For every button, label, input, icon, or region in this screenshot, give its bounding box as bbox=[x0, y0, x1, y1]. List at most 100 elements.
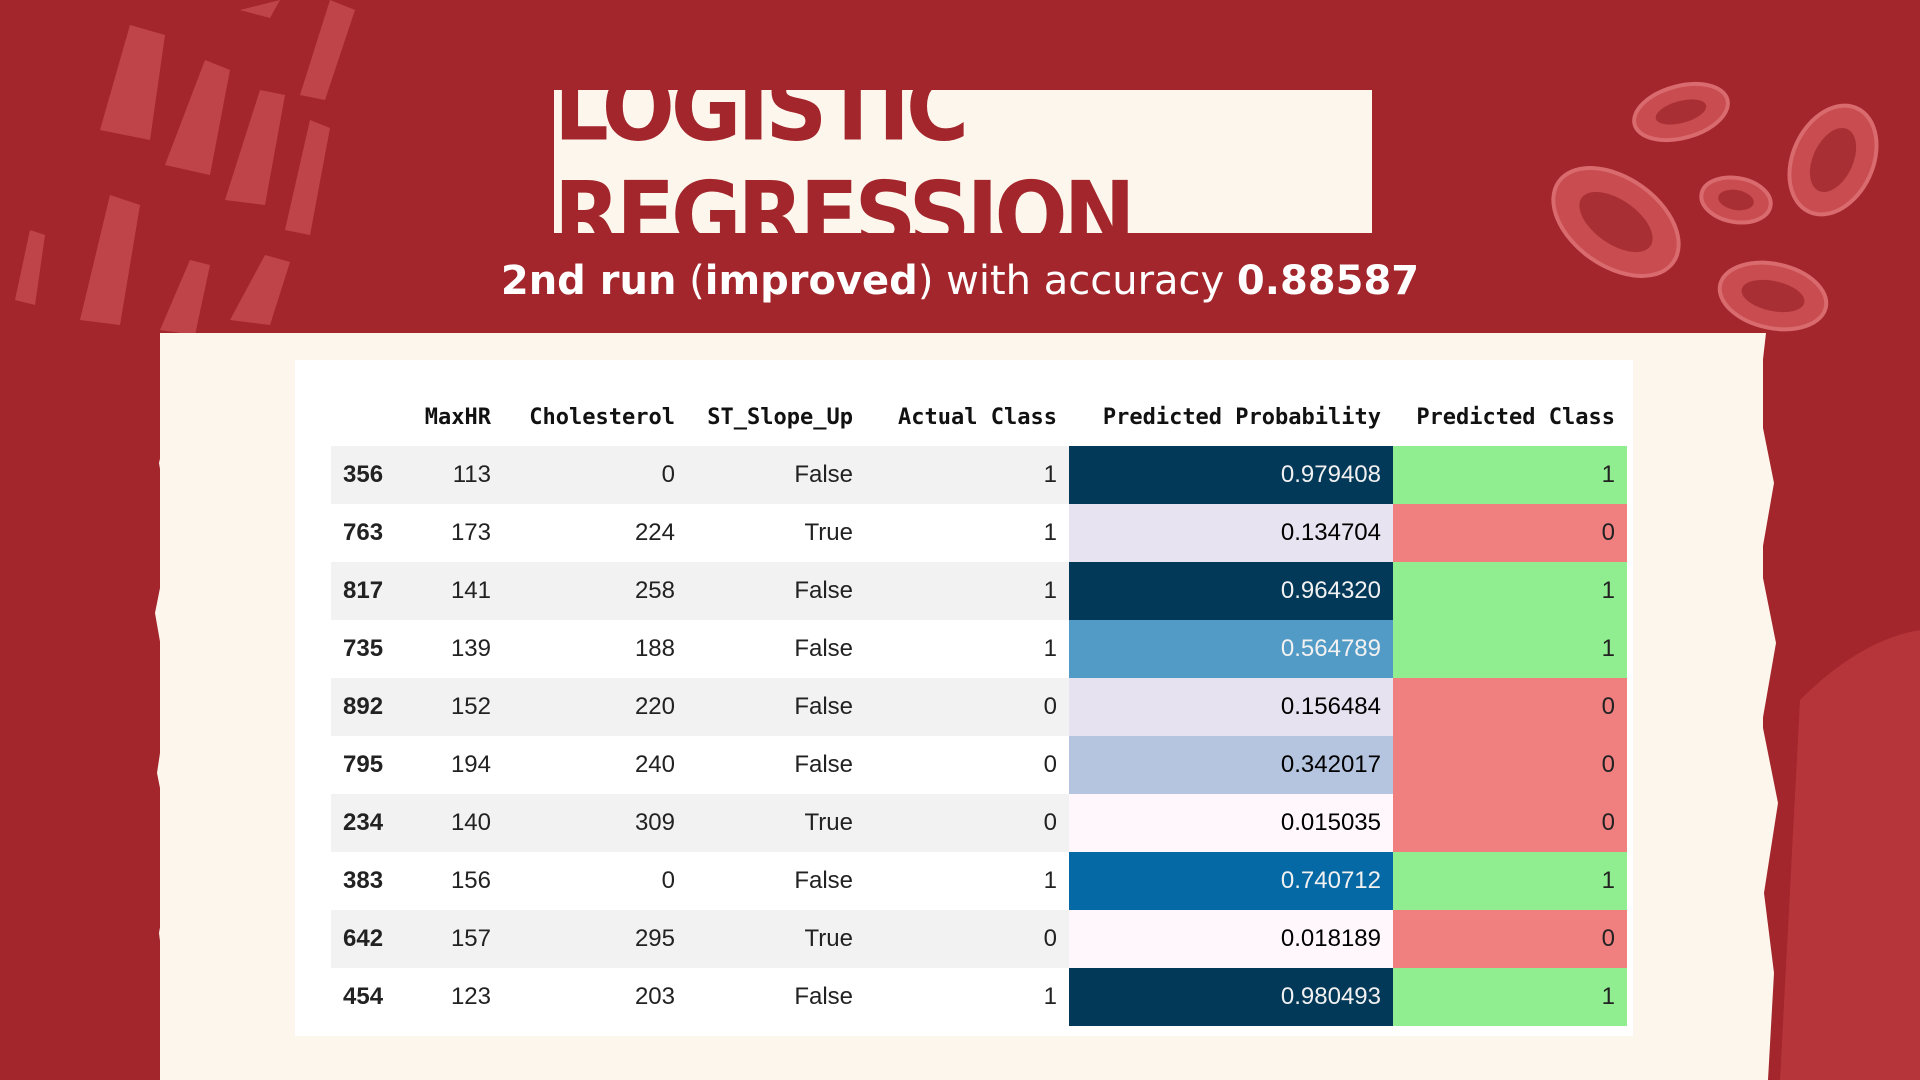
column-header-predicted-class: Predicted Class bbox=[1416, 404, 1615, 430]
actual-class-cell: 0 bbox=[865, 736, 1069, 794]
predicted-probability-cell: 0.980493 bbox=[1069, 968, 1393, 1026]
row-index-cell: 383 bbox=[331, 852, 409, 910]
actual-class-cell: 1 bbox=[865, 504, 1069, 562]
predicted-class-cell: 0 bbox=[1393, 736, 1627, 794]
subtitle-improved: improved bbox=[704, 258, 918, 304]
actual-class-cell: 1 bbox=[865, 852, 1069, 910]
title-banner: LOGISTIC REGRESSION bbox=[554, 53, 1372, 270]
predicted-class-cell: 1 bbox=[1393, 852, 1627, 910]
row-index-cell: 817 bbox=[331, 562, 409, 620]
st-slope-up-cell: True bbox=[687, 794, 865, 852]
cholesterol-cell: 258 bbox=[503, 562, 687, 620]
maxhr-cell: 141 bbox=[409, 562, 503, 620]
predicted-class-cell: 1 bbox=[1393, 620, 1627, 678]
row-index-cell: 234 bbox=[331, 794, 409, 852]
actual-class-cell: 1 bbox=[865, 562, 1069, 620]
maxhr-cell: 173 bbox=[409, 504, 503, 562]
cholesterol-cell: 188 bbox=[503, 620, 687, 678]
st-slope-up-cell: False bbox=[687, 736, 865, 794]
row-index-cell: 763 bbox=[331, 504, 409, 562]
maxhr-cell: 152 bbox=[409, 678, 503, 736]
cholesterol-cell: 309 bbox=[503, 794, 687, 852]
predicted-probability-cell: 0.015035 bbox=[1069, 794, 1393, 852]
column-header-maxhr: MaxHR bbox=[424, 404, 491, 430]
actual-class-cell: 1 bbox=[865, 968, 1069, 1026]
cholesterol-cell: 203 bbox=[503, 968, 687, 1026]
st-slope-up-cell: False bbox=[687, 852, 865, 910]
st-slope-up-cell: False bbox=[687, 446, 865, 504]
actual-class-cell: 1 bbox=[865, 446, 1069, 504]
maxhr-cell: 113 bbox=[409, 446, 503, 504]
blood-cell bbox=[1787, 103, 1879, 217]
predicted-probability-cell: 0.018189 bbox=[1069, 910, 1393, 968]
page-title: LOGISTIC REGRESSION bbox=[554, 53, 1136, 270]
column-header-cholesterol: Cholesterol bbox=[529, 404, 675, 430]
row-index-cell: 454 bbox=[331, 968, 409, 1026]
row-index-cell: 892 bbox=[331, 678, 409, 736]
column-header-index bbox=[331, 388, 409, 446]
st-slope-up-cell: True bbox=[687, 910, 865, 968]
column-header-actual-class: Actual Class bbox=[898, 404, 1057, 430]
predicted-probability-cell: 0.979408 bbox=[1069, 446, 1393, 504]
predicted-class-cell: 1 bbox=[1393, 968, 1627, 1026]
maxhr-cell: 140 bbox=[409, 794, 503, 852]
table-row: 234 140 309 True 0 0.015035 0 bbox=[331, 794, 1627, 852]
brush-stroke bbox=[240, 0, 280, 18]
subtitle-run: 2nd run bbox=[500, 258, 677, 304]
actual-class-cell: 0 bbox=[865, 794, 1069, 852]
cholesterol-cell: 240 bbox=[503, 736, 687, 794]
row-index-cell: 735 bbox=[331, 620, 409, 678]
st-slope-up-cell: False bbox=[687, 678, 865, 736]
paper-torn-edge-left bbox=[155, 333, 185, 1080]
table-row: 892 152 220 False 0 0.156484 0 bbox=[331, 678, 1627, 736]
table-row: 454 123 203 False 1 0.980493 1 bbox=[331, 968, 1627, 1026]
subtitle-open: ( bbox=[676, 258, 705, 304]
table-row: 763 173 224 True 1 0.134704 0 bbox=[331, 504, 1627, 562]
paper-torn-edge-right bbox=[1748, 333, 1778, 1080]
cholesterol-cell: 295 bbox=[503, 910, 687, 968]
subtitle-accuracy-value: 0.88587 bbox=[1236, 258, 1420, 304]
row-index-cell: 795 bbox=[331, 736, 409, 794]
table-row: 356 113 0 False 1 0.979408 1 bbox=[331, 446, 1627, 504]
table-row: 817 141 258 False 1 0.964320 1 bbox=[331, 562, 1627, 620]
table-row: 735 139 188 False 1 0.564789 1 bbox=[331, 620, 1627, 678]
predicted-class-cell: 1 bbox=[1393, 446, 1627, 504]
cholesterol-cell: 220 bbox=[503, 678, 687, 736]
predicted-probability-cell: 0.156484 bbox=[1069, 678, 1393, 736]
cholesterol-cell: 224 bbox=[503, 504, 687, 562]
actual-class-cell: 1 bbox=[865, 620, 1069, 678]
table-header-row: MaxHR Cholesterol ST_Slope_Up Actual Cla… bbox=[331, 388, 1627, 446]
maxhr-cell: 194 bbox=[409, 736, 503, 794]
predicted-class-cell: 0 bbox=[1393, 504, 1627, 562]
predicted-class-cell: 0 bbox=[1393, 910, 1627, 968]
blood-cell bbox=[1699, 175, 1773, 225]
maxhr-cell: 139 bbox=[409, 620, 503, 678]
cholesterol-cell: 0 bbox=[503, 446, 687, 504]
predicted-class-cell: 0 bbox=[1393, 794, 1627, 852]
brush-stroke bbox=[100, 25, 165, 140]
maxhr-cell: 157 bbox=[409, 910, 503, 968]
cholesterol-cell: 0 bbox=[503, 852, 687, 910]
results-table-card: MaxHR Cholesterol ST_Slope_Up Actual Cla… bbox=[295, 360, 1633, 1036]
table-row: 383 156 0 False 1 0.740712 1 bbox=[331, 852, 1627, 910]
column-header-st-slope-up: ST_Slope_Up bbox=[707, 404, 853, 430]
table-row: 642 157 295 True 0 0.018189 0 bbox=[331, 910, 1627, 968]
table-row: 795 194 240 False 0 0.342017 0 bbox=[331, 736, 1627, 794]
column-header-predicted-probability: Predicted Probability bbox=[1102, 404, 1381, 430]
row-index-cell: 642 bbox=[331, 910, 409, 968]
maxhr-cell: 123 bbox=[409, 968, 503, 1026]
brush-stroke bbox=[225, 90, 285, 205]
actual-class-cell: 0 bbox=[865, 910, 1069, 968]
predicted-class-cell: 1 bbox=[1393, 562, 1627, 620]
brush-stroke bbox=[285, 120, 330, 235]
predicted-probability-cell: 0.134704 bbox=[1069, 504, 1393, 562]
st-slope-up-cell: True bbox=[687, 504, 865, 562]
texture-patch bbox=[1780, 630, 1920, 1080]
brush-stroke bbox=[300, 0, 355, 100]
results-table: MaxHR Cholesterol ST_Slope_Up Actual Cla… bbox=[331, 388, 1627, 1026]
predicted-probability-cell: 0.564789 bbox=[1069, 620, 1393, 678]
predicted-probability-cell: 0.964320 bbox=[1069, 562, 1393, 620]
blood-cell bbox=[1632, 81, 1730, 143]
row-index-cell: 356 bbox=[331, 446, 409, 504]
st-slope-up-cell: False bbox=[687, 620, 865, 678]
